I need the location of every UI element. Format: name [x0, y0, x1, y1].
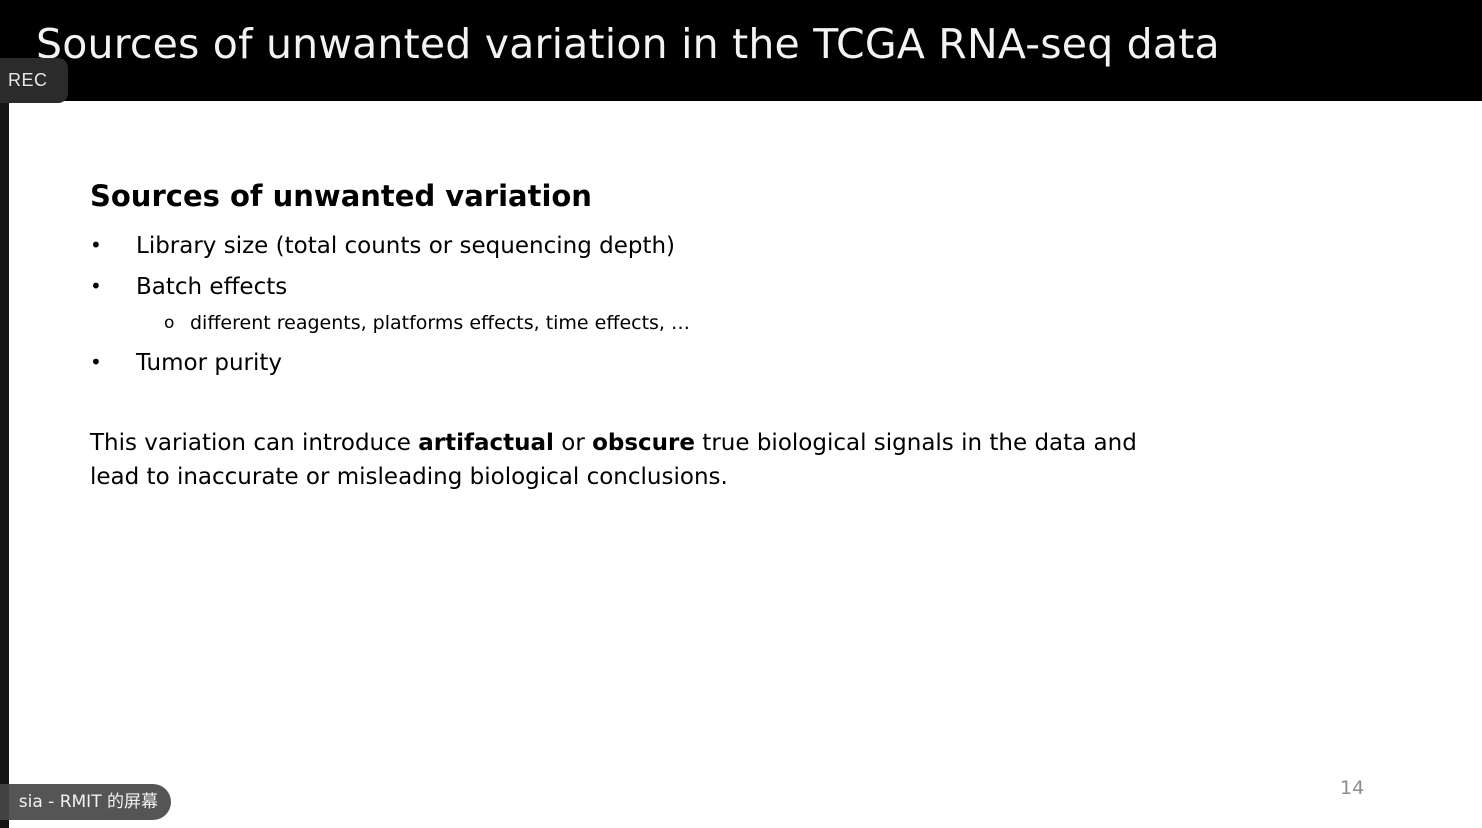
bullet-text: Library size (total counts or sequencing… [136, 233, 676, 259]
bullet-dot: • [90, 274, 102, 298]
slide-page-number: 14 [1340, 777, 1365, 799]
slide-title: Sources of unwanted variation in the TCG… [36, 20, 1220, 68]
bullet-text: Tumor purity [136, 350, 283, 376]
bullet-dot: • [90, 233, 102, 257]
slide-header: Sources of unwanted variation in the TCG… [0, 0, 1482, 101]
window-left-edge [0, 0, 9, 828]
bullet-text: Batch effects [136, 274, 288, 300]
paragraph-bold-obscure: obscure [592, 430, 695, 456]
screen-share-label[interactable]: sia - RMIT 的屏幕 [0, 784, 171, 820]
paragraph-text: or [553, 430, 593, 456]
recording-indicator[interactable]: REC [0, 58, 68, 103]
sub-bullet-text: different reagents, platforms effects, t… [190, 312, 691, 334]
bullet-dot: • [90, 350, 102, 374]
summary-paragraph: This variation can introduce artifactual… [90, 426, 1150, 494]
slide-body: Sources of unwanted variation • Library … [9, 101, 1482, 828]
sub-bullet-dot: o [164, 313, 175, 333]
paragraph-bold-artifactual: artifactual [418, 430, 554, 456]
paragraph-text: true biological signals in the data and … [90, 430, 1137, 490]
paragraph-text: This variation can introduce [90, 430, 419, 456]
screen-share-text: sia - RMIT 的屏幕 [18, 792, 158, 812]
section-heading: Sources of unwanted variation [90, 179, 592, 213]
